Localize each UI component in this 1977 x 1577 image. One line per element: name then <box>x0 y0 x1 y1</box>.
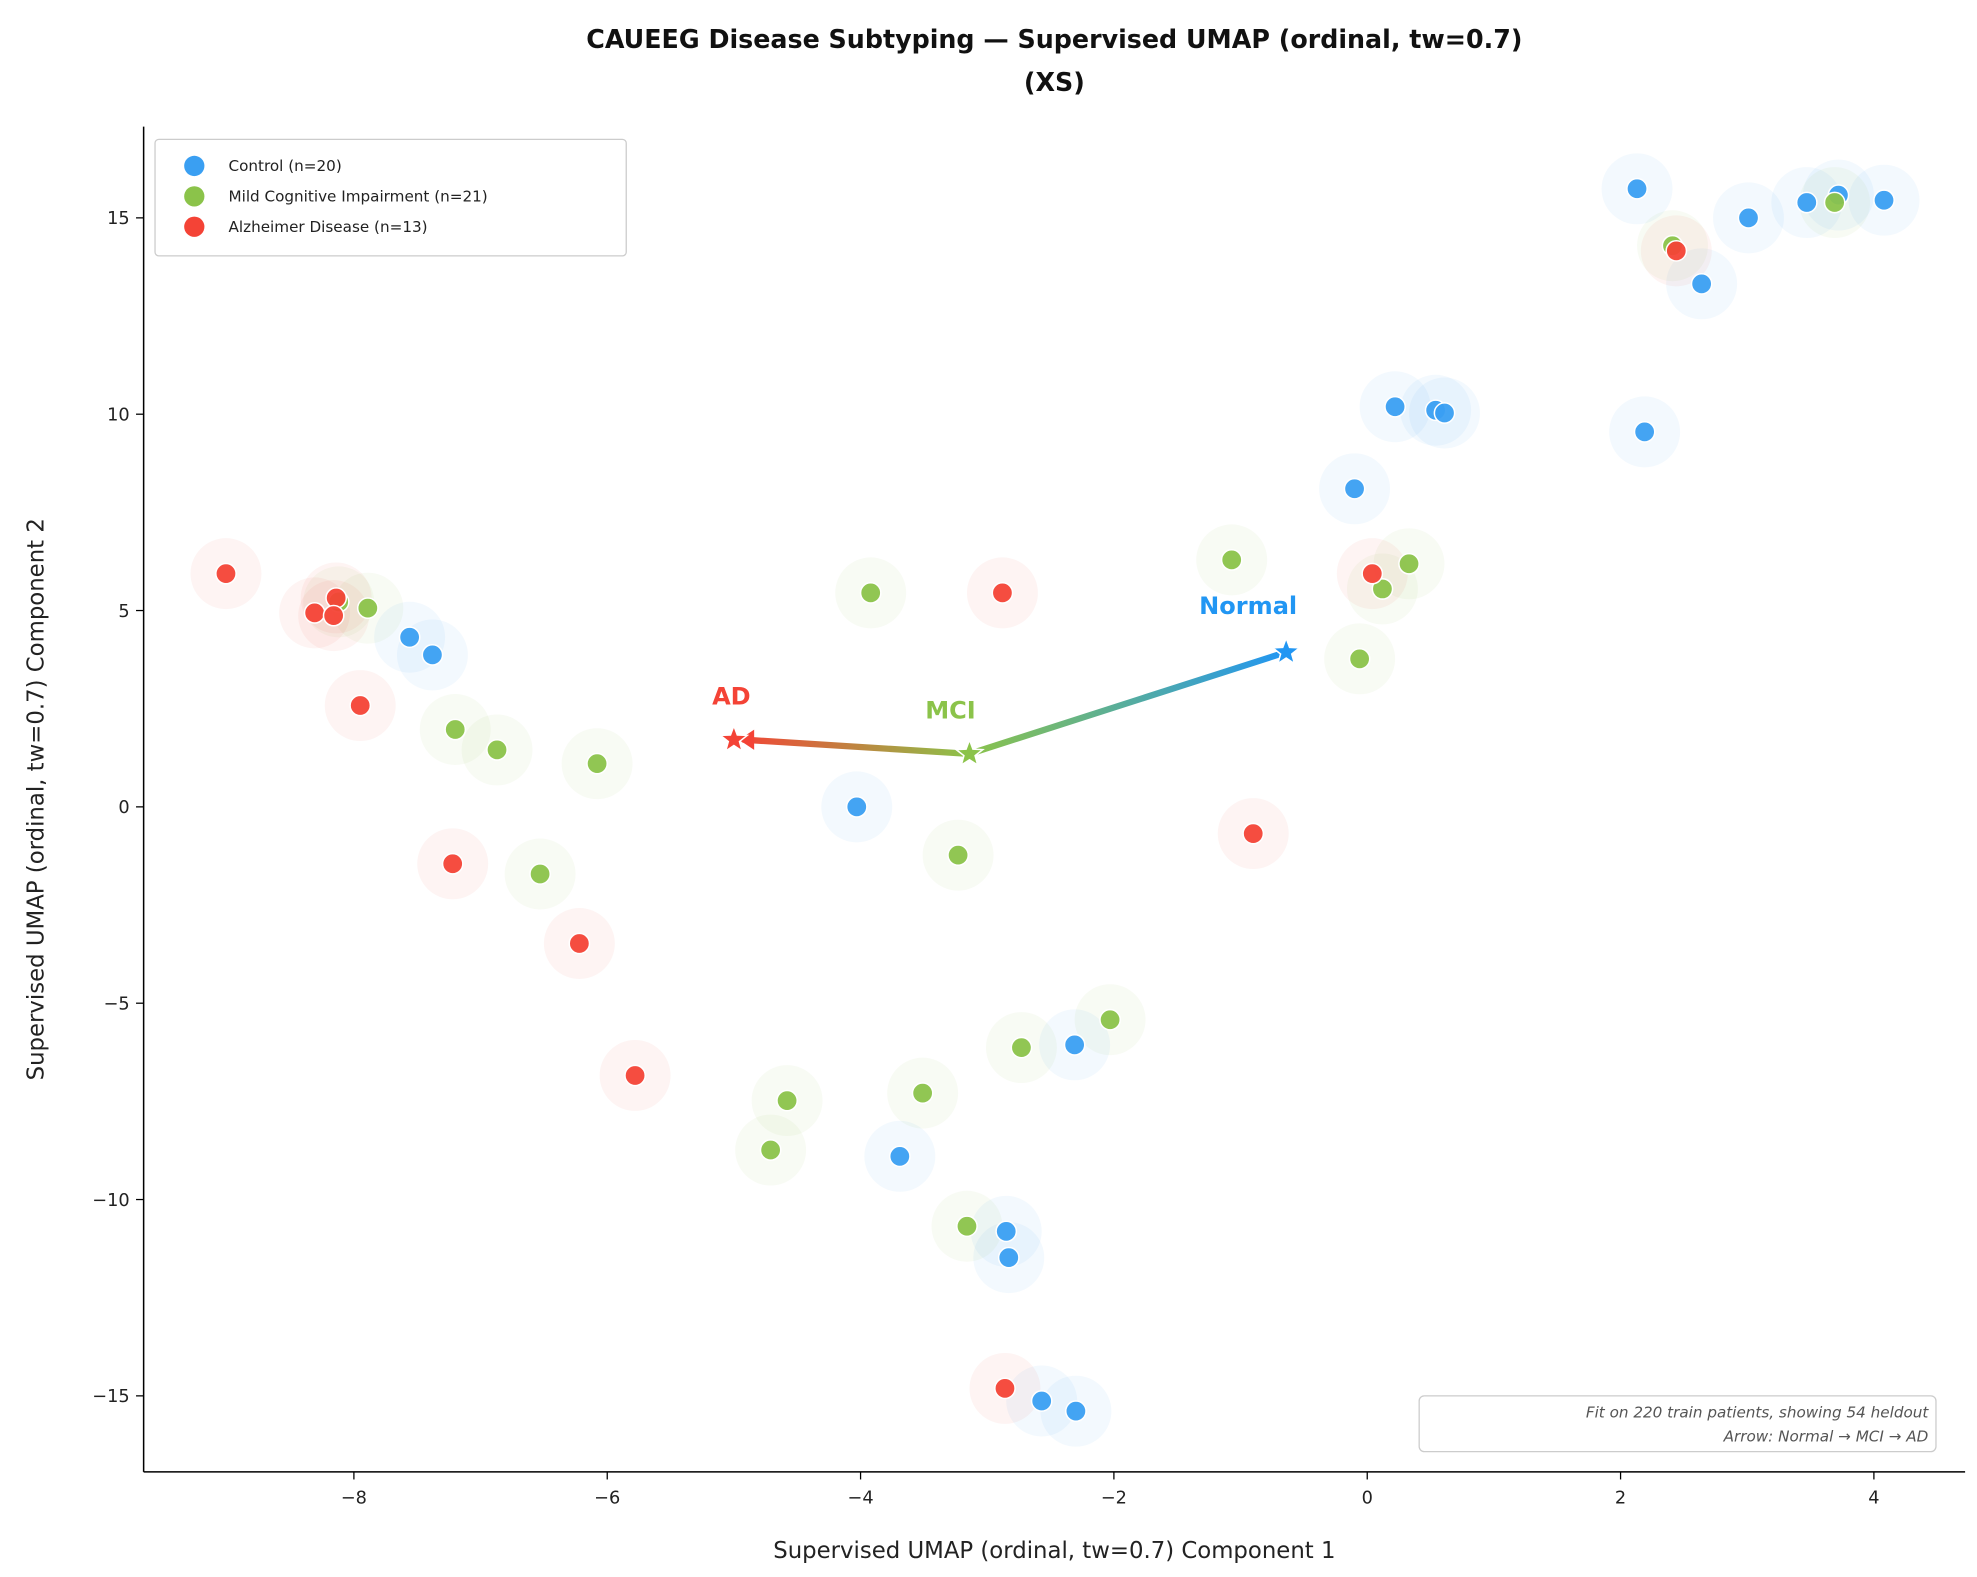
data-point-ad <box>1242 822 1265 845</box>
data-point-mci <box>759 1139 782 1161</box>
data-point-mci <box>1371 578 1394 600</box>
y-tick-label: 0 <box>118 798 129 818</box>
legend-label: Mild Cognitive Impairment (n=21) <box>229 187 488 205</box>
data-point-control <box>1737 206 1760 229</box>
data-point-ad <box>322 604 345 627</box>
legend-marker <box>184 216 205 237</box>
data-point-mci <box>776 1089 798 1112</box>
y-tick-label: −10 <box>92 1191 129 1211</box>
data-point-mci <box>956 1215 978 1238</box>
x-tick-label: −6 <box>594 1489 620 1509</box>
data-point-ad <box>303 601 326 624</box>
data-point-control <box>1690 272 1713 295</box>
legend-label: Control (n=20) <box>229 157 342 175</box>
data-point-mci <box>444 718 467 741</box>
y-tick-label: 10 <box>107 406 130 426</box>
arrowhead <box>738 729 755 750</box>
data-point-control <box>995 1220 1018 1243</box>
normal-centroid-label: Normal <box>1199 592 1297 620</box>
data-point-mci <box>356 597 379 620</box>
chart-title: CAUEEG Disease Subtyping — Supervised UM… <box>586 24 1522 54</box>
data-point-mci <box>529 863 551 885</box>
ad-centroid-star-icon <box>718 723 750 753</box>
data-point-mci <box>1220 548 1243 571</box>
data-point-control <box>398 626 421 649</box>
data-point-mci <box>1398 552 1420 575</box>
data-point-mci <box>486 739 508 761</box>
x-tick-label: −2 <box>1101 1489 1127 1509</box>
data-point-control <box>1384 395 1406 418</box>
x-tick-label: −8 <box>341 1489 367 1509</box>
data-point-control <box>1065 1400 1087 1423</box>
data-point-ad <box>349 694 372 717</box>
y-axis-label: Supervised UMAP (ordinal, tw=0.7) Compon… <box>24 518 50 1080</box>
data-point-ad <box>441 852 464 875</box>
data-point-mci <box>911 1082 934 1105</box>
x-tick-label: −4 <box>848 1489 874 1509</box>
data-point-ad <box>215 562 237 585</box>
y-tick-label: 15 <box>107 209 130 229</box>
data-point-mci <box>1010 1036 1033 1059</box>
data-point-control <box>1030 1390 1053 1412</box>
data-point-control <box>1343 477 1366 500</box>
y-tick-label: −15 <box>92 1387 129 1407</box>
chart-title-line2: (XS) <box>1024 67 1085 97</box>
data-point-control <box>1626 177 1648 200</box>
data-point-ad <box>568 932 591 955</box>
data-point-control <box>845 795 868 818</box>
data-point-control <box>1063 1033 1086 1056</box>
data-point-control <box>1795 191 1818 214</box>
x-tick-label: 2 <box>1615 1489 1626 1509</box>
legend-label: Alzheimer Disease (n=13) <box>229 218 428 236</box>
data-point-control <box>1633 420 1656 443</box>
data-point-mci <box>947 844 969 867</box>
data-point-ad <box>994 1377 1016 1400</box>
data-point-mci <box>859 581 882 604</box>
data-point-mci <box>1348 647 1371 670</box>
annotation-line-2: Arrow: Normal → MCI → AD <box>1723 1427 1929 1445</box>
data-point-ad <box>1665 239 1688 262</box>
ad-centroid-label: AD <box>712 682 751 710</box>
data-point-mci <box>1099 1008 1121 1031</box>
mci-centroid-label: MCI <box>925 696 976 724</box>
legend-marker <box>184 186 205 207</box>
annotation-box: Fit on 220 train patients, showing 54 he… <box>1418 1395 1937 1453</box>
x-tick-label: 4 <box>1868 1489 1879 1509</box>
data-point-control <box>1433 402 1456 424</box>
data-point-ad <box>624 1064 646 1087</box>
trajectory-arrow-normal-to-mci <box>966 648 1290 758</box>
legend: Control (n=20) Mild Cognitive Impairment … <box>154 138 627 257</box>
y-tick-label: −5 <box>104 995 130 1015</box>
mci-centroid-star-icon <box>954 737 985 767</box>
data-point-control <box>1873 189 1895 212</box>
data-point-control <box>997 1246 1020 1269</box>
data-point-mci <box>586 752 608 775</box>
x-axis-label: Supervised UMAP (ordinal, tw=0.7) Compon… <box>773 1538 1335 1564</box>
data-point-mci <box>1823 191 1846 214</box>
data-point-ad <box>1361 562 1384 585</box>
normal-centroid-star-icon <box>1270 636 1302 666</box>
legend-marker <box>184 155 205 177</box>
x-tick-label: 0 <box>1362 1489 1373 1509</box>
annotation-line-1: Fit on 220 train patients, showing 54 he… <box>1586 1403 1930 1421</box>
data-point-control <box>421 644 444 666</box>
y-tick-label: 5 <box>118 602 129 622</box>
trajectory-arrow-mci-to-ad <box>740 736 973 758</box>
data-point-ad <box>991 581 1014 604</box>
data-point-control <box>888 1145 911 1168</box>
